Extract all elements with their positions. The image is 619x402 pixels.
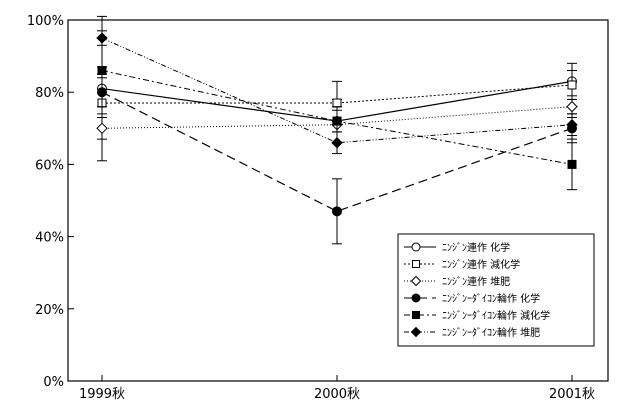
x-tick-label: 2001秋 [549, 387, 595, 402]
legend-label: ﾆﾝｼﾞﾝ連作 減化学 [442, 258, 520, 271]
series-line [101, 91, 573, 212]
point-marker [410, 275, 422, 287]
point-marker [331, 137, 343, 149]
chart-legend: ﾆﾝｼﾞﾝ連作 化学 ﾆﾝｼﾞﾝ連作 減化学 ﾆﾝｼﾞﾝ連作 堆肥 ﾆﾝｼﾞﾝｰﾀﾞｲ… [397, 233, 595, 347]
point-marker [96, 32, 108, 44]
legend-box [397, 233, 595, 347]
legend-label: ﾆﾝｼﾞﾝ連作 堆肥 [442, 275, 510, 288]
x-tick-label: 1999秋 [79, 387, 125, 402]
point-marker [566, 100, 578, 113]
legend-label: ﾆﾝｼﾞﾝｰﾀﾞｲｺﾝ輪作 化学 [442, 292, 540, 305]
point-marker [411, 242, 421, 252]
legend-label: ﾆﾝｼﾞﾝｰﾀﾞｲｺﾝ輪作 減化学 [442, 309, 550, 322]
y-tick-label: 80% [35, 86, 64, 101]
point-marker [567, 159, 577, 169]
point-marker [411, 293, 421, 303]
point-marker [97, 66, 107, 76]
chart-series [96, 15, 578, 245]
y-tick-label: 20% [35, 303, 64, 318]
point-marker [332, 206, 342, 217]
series-6 [96, 30, 578, 155]
x-tick-label: 2000秋 [314, 387, 360, 402]
plot-frame [67, 19, 609, 382]
point-marker [97, 87, 107, 98]
point-marker [412, 311, 420, 319]
point-marker [412, 260, 420, 268]
y-tick-label: 100% [27, 14, 64, 29]
point-marker [410, 326, 422, 338]
legend-label: ﾆﾝｼﾞﾝｰﾀﾞｲｺﾝ輪作 堆肥 [442, 326, 540, 339]
y-tick-label: 40% [35, 231, 64, 246]
point-marker [566, 118, 578, 131]
point-marker [332, 98, 342, 108]
y-tick-label: 0% [43, 375, 64, 390]
y-tick-label: 60% [35, 158, 64, 173]
series-line [101, 106, 573, 129]
point-marker [332, 116, 342, 126]
chart-axes [67, 19, 609, 382]
y-axis-ticks: 0% 20% 40% 60% 80% 100% [27, 14, 74, 390]
series-line [102, 84, 573, 104]
point-marker [96, 122, 108, 135]
point-marker [567, 80, 577, 90]
legend-label: ﾆﾝｼﾞﾝ連作 化学 [442, 241, 510, 254]
x-axis-ticks: 1999秋 2000秋 2001秋 [79, 375, 595, 402]
